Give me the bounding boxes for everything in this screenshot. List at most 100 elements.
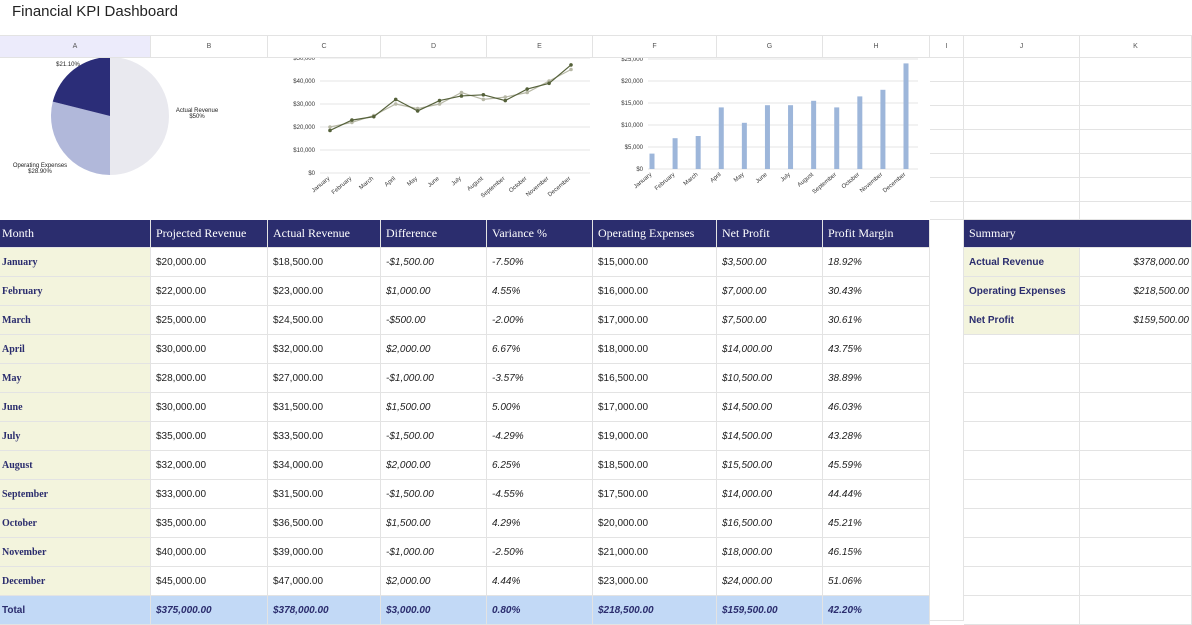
x-tick-label: September: [812, 172, 838, 195]
line-point: [482, 93, 486, 97]
x-tick-label: July: [451, 176, 463, 187]
table-cell: 45.21%: [823, 509, 930, 538]
table-cell: $1,500.00: [381, 509, 487, 538]
table-cell: $14,500.00: [717, 393, 823, 422]
column-header: I: [930, 35, 964, 58]
grid-cell: [964, 335, 1080, 364]
grid-cell: [964, 538, 1080, 567]
table-cell: $25,000.00: [151, 306, 268, 335]
grid-cell: [930, 202, 964, 220]
x-tick-label: January: [311, 176, 331, 194]
grid-cell: [1080, 538, 1192, 567]
column-header: J: [964, 35, 1080, 58]
line-point: [460, 94, 464, 98]
table-header: Difference: [381, 220, 487, 248]
bar: [765, 105, 770, 169]
month-cell: September: [0, 480, 151, 509]
table-cell: $47,000.00: [268, 567, 381, 596]
grid-cell: [930, 58, 964, 82]
x-tick-label: April: [384, 176, 397, 188]
bar: [719, 107, 724, 169]
bar: [673, 138, 678, 169]
grid-cell: [1080, 130, 1192, 154]
month-cell: August: [0, 451, 151, 480]
month-cell: December: [0, 567, 151, 596]
grid-cell: [964, 202, 1080, 220]
grid-cell: [964, 106, 1080, 130]
month-cell: November: [0, 538, 151, 567]
table-cell: 38.89%: [823, 364, 930, 393]
grid-cell: [1080, 509, 1192, 538]
table-header: Actual Revenue: [268, 220, 381, 248]
grid-cell: [1080, 178, 1192, 202]
table-cell: 43.28%: [823, 422, 930, 451]
table-cell: $1,000.00: [381, 277, 487, 306]
table-cell: $2,000.00: [381, 335, 487, 364]
table-cell: $39,000.00: [268, 538, 381, 567]
line-point: [503, 95, 507, 99]
grid-cell: [964, 509, 1080, 538]
summary-label: Net Profit: [964, 306, 1080, 335]
x-tick-label: February: [654, 172, 676, 192]
table-cell: $7,500.00: [717, 306, 823, 335]
x-tick-label: February: [331, 176, 353, 196]
y-tick-label: $20,000: [293, 125, 315, 131]
table-cell: $31,500.00: [268, 480, 381, 509]
table-cell: $16,500.00: [593, 364, 717, 393]
line-point: [503, 99, 507, 103]
x-tick-label: December: [547, 176, 572, 198]
x-tick-label: October: [841, 172, 861, 190]
table-cell: $23,000.00: [268, 277, 381, 306]
grid-cell: [1080, 480, 1192, 509]
table-cell: $24,000.00: [717, 567, 823, 596]
x-tick-label: March: [683, 172, 700, 187]
summary-label: Operating Expenses: [964, 277, 1080, 306]
table-cell: $33,500.00: [268, 422, 381, 451]
x-tick-label: May: [406, 176, 419, 188]
summary-value: $218,500.00: [1080, 277, 1192, 306]
table-cell: $7,000.00: [717, 277, 823, 306]
summary-value: $159,500.00: [1080, 306, 1192, 335]
y-tick-label: $15,000: [621, 101, 643, 107]
grid-cell: [1080, 82, 1192, 106]
table-cell: $20,000.00: [151, 248, 268, 277]
table-cell: $36,500.00: [268, 509, 381, 538]
table-cell: 46.03%: [823, 393, 930, 422]
table-cell: -$1,500.00: [381, 422, 487, 451]
table-cell: -$1,500.00: [381, 480, 487, 509]
grid-cell: [930, 154, 964, 178]
table-cell: -$1,500.00: [381, 248, 487, 277]
grid-cell: [1080, 364, 1192, 393]
grid-cell: [964, 130, 1080, 154]
grid-cell: [964, 480, 1080, 509]
bar: [788, 105, 793, 169]
table-cell: $30,000.00: [151, 393, 268, 422]
summary-value: $378,000.00: [1080, 248, 1192, 277]
line-series: [330, 65, 571, 131]
table-header: Operating Expenses: [593, 220, 717, 248]
grid-cell: [964, 58, 1080, 82]
summary-header: Summary: [964, 220, 1192, 248]
table-cell: 4.44%: [487, 567, 593, 596]
table-cell: 51.06%: [823, 567, 930, 596]
column-header: F: [593, 35, 717, 58]
pie-slice: [110, 58, 169, 175]
table-cell: $40,000.00: [151, 538, 268, 567]
table-cell: $17,000.00: [593, 393, 717, 422]
y-tick-label: $25,000: [621, 58, 643, 63]
grid-cell: [964, 422, 1080, 451]
month-cell: March: [0, 306, 151, 335]
table-cell: $20,000.00: [593, 509, 717, 538]
x-tick-label: August: [466, 176, 484, 193]
line-point: [328, 129, 332, 133]
table-cell: -2.00%: [487, 306, 593, 335]
bar: [834, 107, 839, 169]
table-cell: $21,000.00: [593, 538, 717, 567]
table-cell: $35,000.00: [151, 422, 268, 451]
column-header: E: [487, 35, 593, 58]
x-tick-label: September: [480, 176, 506, 199]
table-cell: $35,000.00: [151, 509, 268, 538]
x-tick-label: January: [633, 172, 653, 190]
table-cell: $2,000.00: [381, 451, 487, 480]
table-cell: 46.15%: [823, 538, 930, 567]
